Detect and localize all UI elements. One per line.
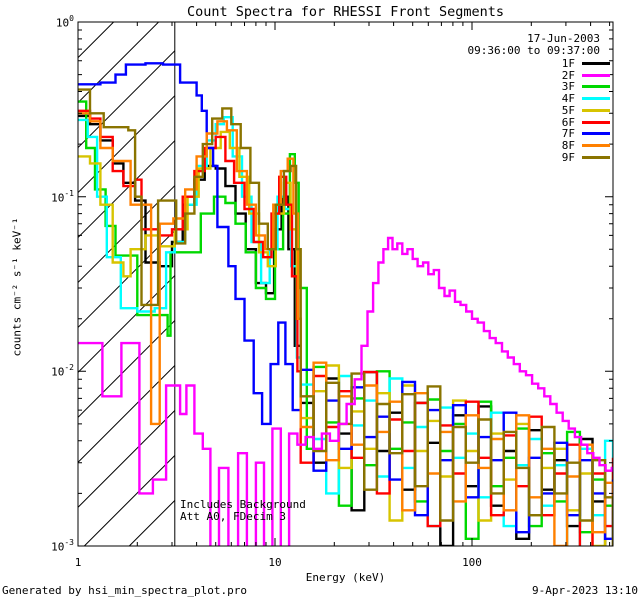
legend-swatch-9f xyxy=(582,155,610,159)
observation-time-range: 09:36:00 to 09:37:00 xyxy=(467,44,600,57)
legend-swatch-2f xyxy=(582,73,610,77)
legend-row-6f: 6F xyxy=(535,116,610,128)
chart-title: Count Spectra for RHESSI Front Segments xyxy=(187,4,504,20)
annotation-attenuator-state: Att A0, FDecim 3 xyxy=(180,510,286,523)
x-tick-label-100: 100 xyxy=(462,556,482,569)
observation-date: 17-Jun-2003 xyxy=(527,32,600,45)
series-curve-9f xyxy=(78,88,613,546)
y-tick-label-1e0: 100 xyxy=(55,14,74,30)
y-tick-label-1e-1: 10-1 xyxy=(51,188,74,205)
generator-credit: Generated by hsi_min_spectra_plot.pro xyxy=(2,584,248,597)
legend-label-1f: 1F xyxy=(561,57,575,70)
legend-row-4f: 4F xyxy=(535,93,610,105)
legend-label-2f: 2F xyxy=(561,68,575,82)
legend-row-8f: 8F xyxy=(535,139,610,151)
plot-frame xyxy=(77,21,614,547)
legend-label-4f: 4F xyxy=(561,92,575,106)
series-curve-8f xyxy=(78,112,613,546)
legend-row-7f: 7F xyxy=(535,128,610,140)
legend-swatch-8f xyxy=(582,143,610,147)
legend-row-3f: 3F xyxy=(535,81,610,93)
x-axis-title: Energy (keV) xyxy=(305,571,386,584)
legend-label-3f: 3F xyxy=(561,80,575,94)
legend-row-9f: 9F xyxy=(535,151,610,163)
y-tick-label-1e-2: 10-2 xyxy=(51,363,74,379)
x-tick-label-10: 10 xyxy=(268,556,282,569)
series-curve-2f xyxy=(78,236,613,546)
y-tick-label-1e-3: 10-3 xyxy=(51,538,74,554)
legend-label-8f: 8F xyxy=(561,138,575,152)
spectra-curves xyxy=(78,62,613,546)
legend-swatch-7f xyxy=(582,132,610,136)
x-tick-label-1: 1 xyxy=(74,556,82,569)
render-timestamp: 9-Apr-2023 13:10 xyxy=(532,584,638,597)
legend-label-7f: 7F xyxy=(561,127,575,141)
legend-swatch-6f xyxy=(582,120,610,124)
legend-label-9f: 9F xyxy=(561,150,575,164)
legend-swatch-5f xyxy=(582,108,610,112)
legend-row-5f: 5F xyxy=(535,104,610,116)
legend-row-2f: 2F xyxy=(535,69,610,81)
legend-swatch-3f xyxy=(582,85,610,89)
legend-swatch-4f xyxy=(582,97,610,101)
legend-swatch-1f xyxy=(582,62,610,65)
legend-row-1f: 1F xyxy=(535,58,610,70)
y-axis-title: counts cm⁻² s⁻¹ keV⁻¹ xyxy=(10,217,24,357)
legend-label-6f: 6F xyxy=(561,115,575,129)
annotation-includes-background: Includes Background xyxy=(180,498,306,511)
legend-label-5f: 5F xyxy=(561,103,575,117)
